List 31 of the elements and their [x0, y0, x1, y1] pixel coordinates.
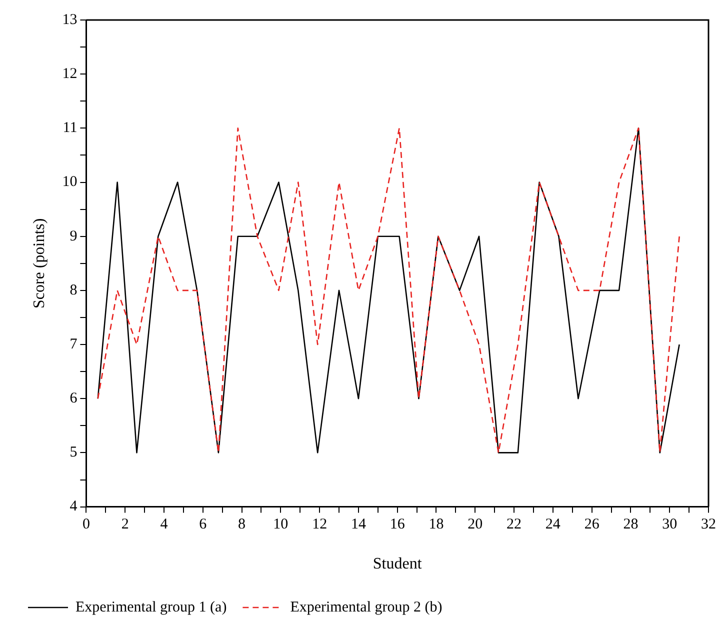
y-tick-label: 4	[70, 498, 78, 515]
y-tick-label: 10	[62, 174, 78, 190]
x-tick-label: 30	[662, 516, 678, 533]
legend-label: Experimental group 2 (b)	[290, 599, 442, 616]
x-tick-label: 2	[121, 516, 129, 533]
x-tick-label: 28	[623, 516, 638, 533]
y-tick-label: 5	[70, 444, 78, 461]
x-tick-label: 14	[350, 516, 366, 533]
legend-label: Experimental group 1 (a)	[76, 599, 227, 616]
y-axis-title: Score (points)	[30, 218, 48, 308]
x-tick-label: 20	[468, 516, 483, 533]
x-tick-label: 12	[312, 516, 328, 533]
x-tick-label: 4	[160, 516, 168, 533]
y-tick-label: 7	[70, 336, 78, 352]
y-tick-label: 12	[62, 66, 78, 82]
x-tick-label: 18	[428, 516, 444, 533]
x-tick-label: 0	[82, 516, 90, 533]
x-tick-label: 22	[506, 516, 522, 533]
y-tick-label: 9	[70, 228, 78, 244]
x-tick-label: 16	[390, 516, 406, 533]
x-tick-label: 10	[273, 516, 288, 533]
x-tick-label: 26	[584, 516, 600, 533]
y-tick-label: 8	[70, 282, 78, 298]
y-tick-label: 11	[62, 120, 78, 136]
y-tick-label: 13	[62, 12, 78, 28]
x-tick-label: 24	[545, 516, 561, 533]
x-tick-label: 8	[238, 516, 246, 533]
y-tick-label: 6	[70, 390, 78, 407]
x-tick-label: 32	[701, 516, 716, 533]
x-tick-label: 6	[199, 516, 208, 533]
x-axis-title: Student	[372, 556, 422, 573]
